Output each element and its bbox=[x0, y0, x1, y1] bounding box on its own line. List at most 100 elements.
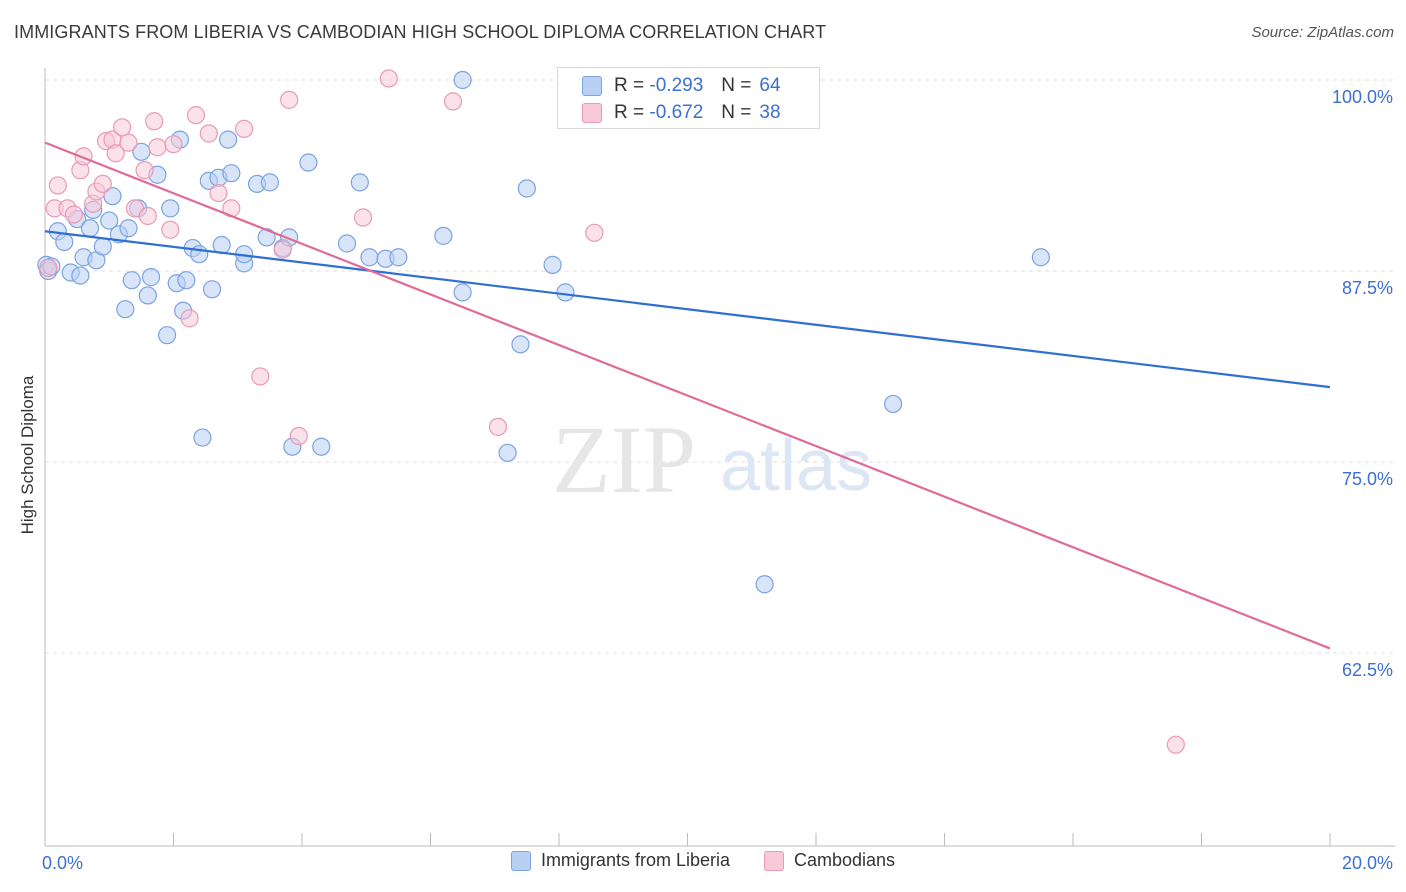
cambodian-point bbox=[186, 106, 206, 125]
cambodian-point bbox=[235, 119, 254, 138]
liberia-point bbox=[141, 268, 161, 287]
y-tick-label: 75.0% bbox=[1342, 469, 1393, 489]
liberia-swatch bbox=[582, 76, 602, 96]
gridlines bbox=[45, 79, 1395, 654]
x-tick-label: 0.0% bbox=[42, 853, 83, 873]
cambodian-point bbox=[443, 92, 463, 111]
liberia-point bbox=[498, 443, 517, 462]
liberia-point bbox=[93, 237, 112, 256]
n-label: N = bbox=[721, 102, 752, 123]
y-axis-label: High School Diploma bbox=[18, 375, 37, 534]
stats-row-liberia: R = -0.293 N = 64 bbox=[582, 73, 781, 99]
liberia-point bbox=[219, 130, 238, 149]
x-tick-label: 20.0% bbox=[1342, 853, 1393, 873]
cambodian-point bbox=[93, 174, 112, 194]
liberia-point bbox=[122, 271, 141, 290]
y-tick-label: 87.5% bbox=[1342, 278, 1393, 298]
liberia-trend-line bbox=[44, 230, 1331, 389]
liberia-point bbox=[350, 173, 369, 192]
cambodian-point bbox=[138, 206, 157, 226]
liberia-point bbox=[1031, 248, 1050, 267]
r-label: R = bbox=[614, 75, 645, 96]
cambodian-point bbox=[209, 183, 228, 203]
cambodian-point bbox=[48, 176, 67, 195]
cambodian-point bbox=[280, 90, 299, 109]
cambodian-point bbox=[106, 144, 125, 163]
trend-lines bbox=[44, 141, 1331, 650]
axes bbox=[44, 68, 1395, 847]
cambodian-point bbox=[145, 112, 164, 131]
liberia-point bbox=[71, 266, 90, 285]
cambodian-point bbox=[112, 118, 132, 137]
cambodian-point bbox=[64, 205, 84, 224]
liberia-point bbox=[389, 248, 408, 267]
tick-labels: 100.0% 87.5% 75.0% 62.5% 0.0% 20.0% bbox=[42, 87, 1393, 873]
liberia-point bbox=[543, 255, 562, 274]
cambodian-point bbox=[199, 124, 218, 143]
liberia-point bbox=[161, 199, 180, 218]
legend-label-cambodians: Cambodians bbox=[794, 850, 896, 870]
cambodian-point bbox=[180, 309, 199, 328]
liberia-point bbox=[193, 428, 212, 447]
r-value: -0.672 bbox=[649, 102, 704, 123]
liberia-point bbox=[517, 179, 536, 198]
watermark-zip: ZIP bbox=[552, 406, 696, 513]
bottom-legend: Immigrants from Liberia Cambodians bbox=[0, 850, 1406, 871]
cambodian-point bbox=[164, 135, 183, 154]
liberia-point bbox=[434, 226, 453, 245]
legend-label-liberia: Immigrants from Liberia bbox=[540, 850, 730, 870]
watermark: ZIP atlas bbox=[552, 406, 872, 513]
stats-row-cambodians: R = -0.672 N = 38 bbox=[582, 100, 781, 126]
liberia-point bbox=[312, 437, 331, 456]
r-label: R = bbox=[614, 102, 645, 123]
cambodians-swatch bbox=[582, 103, 602, 123]
n-value: 64 bbox=[759, 75, 781, 96]
cambodian-point bbox=[353, 208, 373, 227]
legend-item-cambodians[interactable]: Cambodians bbox=[764, 850, 895, 871]
cambodian-point bbox=[488, 417, 508, 436]
liberia-point bbox=[55, 232, 74, 252]
liberia-point bbox=[299, 153, 318, 172]
n-value: 38 bbox=[759, 102, 781, 123]
cambodian-point bbox=[135, 161, 154, 180]
liberia-point bbox=[100, 211, 119, 230]
liberia-point bbox=[453, 70, 472, 90]
cambodians-legend-swatch bbox=[764, 850, 784, 871]
data-points bbox=[37, 69, 1185, 754]
liberia-point bbox=[556, 283, 575, 302]
cambodian-point bbox=[273, 240, 292, 259]
cambodian-point bbox=[119, 133, 138, 152]
cambodian-trend-line bbox=[44, 141, 1331, 650]
liberia-legend-swatch bbox=[510, 850, 531, 871]
y-tick-label: 100.0% bbox=[1332, 87, 1393, 107]
liberia-point bbox=[511, 335, 530, 354]
liberia-point bbox=[883, 394, 903, 414]
liberia-point bbox=[453, 283, 472, 302]
legend-item-liberia[interactable]: Immigrants from Liberia bbox=[510, 850, 730, 871]
liberia-point bbox=[360, 248, 379, 267]
cambodian-point bbox=[148, 138, 167, 157]
liberia-point bbox=[755, 575, 774, 594]
n-label: N = bbox=[721, 75, 752, 96]
y-tick-label: 62.5% bbox=[1342, 660, 1393, 680]
liberia-point bbox=[80, 219, 100, 238]
cambodian-point bbox=[251, 367, 270, 386]
r-value: -0.293 bbox=[649, 75, 704, 96]
cambodian-point bbox=[39, 258, 58, 278]
cambodian-point bbox=[161, 220, 180, 239]
cambodian-point bbox=[1166, 735, 1185, 754]
liberia-point bbox=[177, 271, 196, 290]
source-label: Source: ZipAtlas.com bbox=[1251, 24, 1394, 41]
liberia-point bbox=[202, 280, 222, 299]
liberia-point bbox=[337, 234, 357, 253]
liberia-point bbox=[157, 326, 177, 345]
cambodian-point bbox=[585, 223, 604, 242]
chart-title: IMMIGRANTS FROM LIBERIA VS CAMBODIAN HIG… bbox=[14, 22, 827, 42]
liberia-point bbox=[260, 173, 279, 192]
liberia-point bbox=[222, 164, 241, 183]
cambodian-point bbox=[289, 426, 308, 446]
cambodian-point bbox=[379, 69, 398, 88]
stats-legend-box: R = -0.293 N = 64 R = -0.672 N = 38 bbox=[557, 67, 820, 129]
liberia-point bbox=[119, 219, 138, 238]
